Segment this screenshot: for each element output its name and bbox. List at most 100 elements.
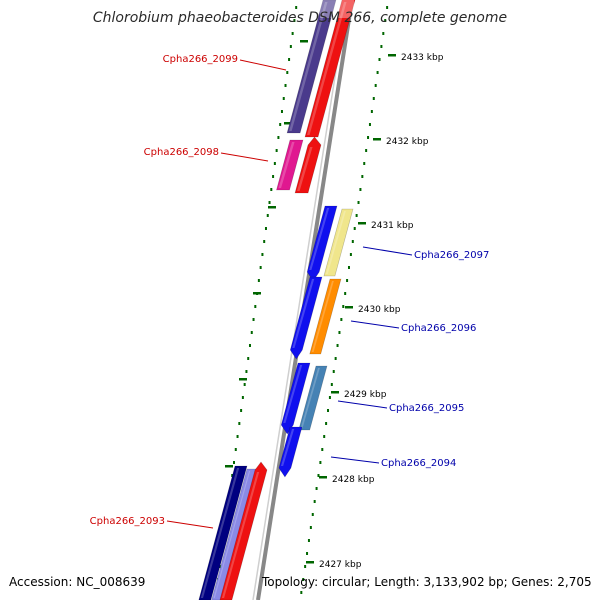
outer-ruler-dot	[342, 305, 345, 308]
outer-ruler-dot	[382, 32, 385, 35]
outer-ruler-dot	[336, 344, 339, 347]
inner-ruler-dot	[231, 474, 234, 477]
scale-tick-label: 2433 kbp	[401, 53, 444, 63]
inner-ruler-dot	[280, 110, 283, 113]
gene-label-leader	[220, 152, 269, 162]
feature-fade-top	[320, 0, 354, 18]
scale-tick-mark	[373, 138, 381, 141]
inner-ruler-dot	[261, 253, 264, 256]
outer-ruler-dot	[378, 58, 381, 61]
scale-ticks: 2433 kbp 2432 kbp 2431 kbp 2430 kbp 2429 kbp…	[306, 53, 444, 570]
inner-ruler-dot	[289, 45, 292, 48]
gene-feature-cpha266-2099	[304, 0, 356, 138]
outer-ruler-dot	[325, 422, 328, 425]
inner-ruler-dot	[291, 32, 294, 35]
outer-ruler-dot	[334, 357, 337, 360]
inner-ruler-dot	[250, 331, 253, 334]
inner-ruler-dot	[273, 162, 276, 165]
backbone-inner-line	[252, 0, 348, 601]
cds-feature-cpha266-2099	[286, 0, 337, 134]
inner-ruler-dot	[282, 97, 285, 100]
inner-ruler-tick	[284, 122, 292, 125]
outer-ruler-dot	[349, 253, 352, 256]
scale-tick-label: 2430 kbp	[358, 305, 401, 315]
outer-ruler-dot	[302, 578, 305, 581]
outer-ruler-dot	[361, 175, 364, 178]
gene-label-cpha266-2095: Cpha266_2095	[389, 403, 464, 414]
gene-feature-cpha266-2095-highlight	[283, 365, 303, 423]
outer-ruler-dot	[357, 201, 360, 204]
outer-ruler-dot	[323, 435, 326, 438]
gene-label-leader	[337, 400, 388, 409]
gene-feature-cpha266-2098	[294, 136, 322, 194]
inner-ruler-dot	[286, 71, 289, 74]
outer-ruler-dot	[306, 552, 309, 555]
inner-ruler-tick	[300, 40, 308, 43]
gene-feature-cpha266-2097	[306, 205, 338, 282]
inner-ruler-dot	[272, 175, 275, 178]
inner-ruler-dot	[234, 448, 237, 451]
scale-tick-label: 2427 kbp	[319, 560, 362, 570]
inner-ruler-dot	[295, 6, 298, 9]
genome-summary-text: Topology: circular; Length: 3,133,902 bp…	[262, 575, 592, 589]
cds-feature-cpha266-2093-highlight	[200, 468, 240, 598]
inner-ruler-dot	[277, 136, 280, 139]
cds-feature-cpha266-2097	[323, 208, 354, 277]
outer-ruler-dot	[338, 331, 341, 334]
outer-ruler-dot	[363, 162, 366, 165]
gene-feature-cpha266-2094	[278, 426, 303, 478]
inner-ruler-dot	[254, 305, 257, 308]
outer-ruler-dot	[319, 461, 322, 464]
outer-ruler-dot	[365, 149, 368, 152]
cds-feature-cpha266-2096	[309, 278, 342, 355]
inner-ruler-dot	[259, 266, 262, 269]
scale-tick-mark	[331, 391, 339, 394]
cds-feature-cpha266-2095-highlight	[300, 368, 320, 428]
outer-ruler-dot	[344, 292, 347, 295]
gene-label-leader	[362, 246, 413, 256]
scale-tick-mark	[319, 476, 327, 479]
accession-text: Accession: NC_008639	[9, 575, 146, 589]
gene-feature-cpha266-2096	[289, 276, 323, 360]
outer-ruler-dot	[367, 136, 370, 139]
outer-ruler-dot	[351, 240, 354, 243]
inner-ruler-dot	[245, 370, 248, 373]
gene-label-cpha266-2094: Cpha266_2094	[381, 458, 456, 469]
gene-label-cpha266-2098: Cpha266_2098	[144, 147, 219, 158]
scale-tick-label: 2429 kbp	[344, 390, 387, 400]
inner-ruler-dot	[264, 227, 267, 230]
gene-label-cpha266-2096: Cpha266_2096	[401, 323, 476, 334]
gene-feature-cpha266-2099-highlight	[307, 2, 347, 135]
gene-label-leader	[239, 59, 287, 71]
outer-ruler-dot	[359, 188, 362, 191]
cds-feature-cpha266-2098-highlight	[278, 142, 295, 188]
inner-ruler-dot	[257, 279, 260, 282]
gene-feature-cpha266-2093-highlight	[221, 472, 260, 598]
inner-ruler-dot	[248, 344, 251, 347]
scale-tick-label: 2432 kbp	[386, 137, 429, 147]
gene-feature-cpha266-2098-highlight	[297, 147, 313, 191]
gene-feature-cpha266-2097-highlight	[309, 208, 330, 270]
scale-tick-mark	[358, 222, 366, 225]
outer-ruler-dot	[368, 123, 371, 126]
inner-ruler-dot	[284, 84, 287, 87]
inner-ruler-dot	[236, 435, 239, 438]
inner-ruler-dot	[263, 240, 266, 243]
inner-ruler-dot	[238, 422, 241, 425]
inner-ruler-dot	[279, 123, 282, 126]
gene-label-leader	[350, 320, 400, 329]
outer-ruler-dot	[384, 19, 387, 22]
cds-feature-cpha266-2095	[298, 365, 328, 431]
inner-ruler-dot	[268, 201, 271, 204]
gene-feature-cpha266-2094-highlight	[280, 429, 295, 466]
outer-ruler-dot	[304, 565, 307, 568]
outer-ruler-dot	[300, 591, 303, 594]
outer-ruler-dot	[309, 526, 312, 529]
outer-ruler-dot	[317, 474, 320, 477]
gene-feature-cpha266-2096-highlight	[292, 279, 315, 348]
scale-tick-mark	[345, 306, 353, 309]
inner-ruler-dot	[252, 318, 255, 321]
inner-ruler-dot	[243, 383, 246, 386]
cds-feature-cpha266-2099-highlight	[289, 2, 328, 131]
